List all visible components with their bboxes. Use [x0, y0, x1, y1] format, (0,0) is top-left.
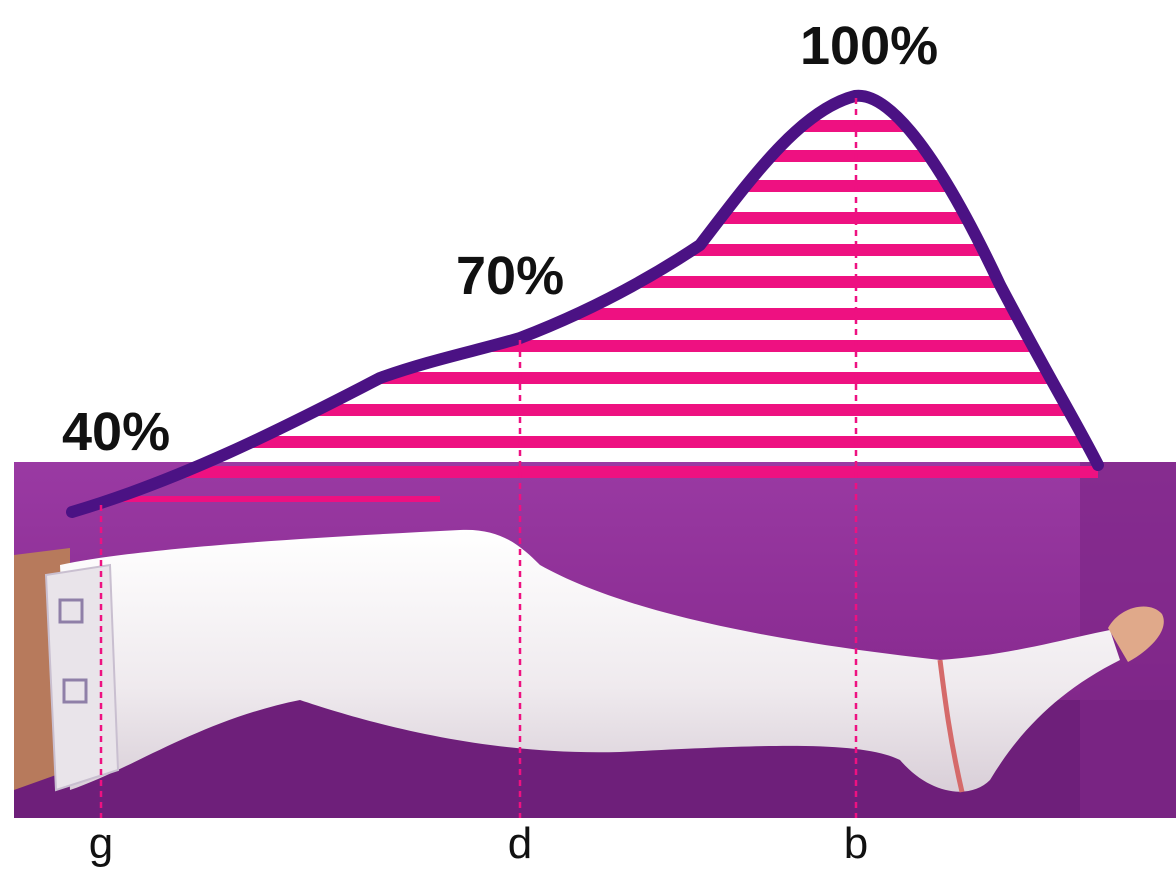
location-label-b: b	[844, 819, 868, 868]
stripe	[72, 150, 1098, 162]
band-pattern-1	[58, 598, 84, 624]
stripe	[72, 340, 1098, 352]
stripe	[72, 372, 1098, 384]
stripe	[72, 496, 440, 502]
stripe	[72, 404, 1098, 416]
stripe	[72, 120, 1098, 132]
label-40-percent: 40%	[62, 402, 170, 462]
stripe	[72, 180, 1098, 192]
band-pattern-2	[62, 678, 88, 704]
toes	[1108, 606, 1164, 662]
location-label-d: d	[508, 819, 532, 868]
stripe	[72, 244, 1098, 256]
stripe	[72, 276, 1098, 288]
pressure-curve	[66, 89, 1104, 518]
stripe	[72, 466, 1098, 478]
ankle-band	[937, 659, 965, 793]
label-100-percent: 100%	[800, 16, 938, 76]
stripe	[72, 436, 1098, 448]
location-label-g: g	[89, 819, 113, 868]
label-70-percent: 70%	[456, 246, 564, 306]
